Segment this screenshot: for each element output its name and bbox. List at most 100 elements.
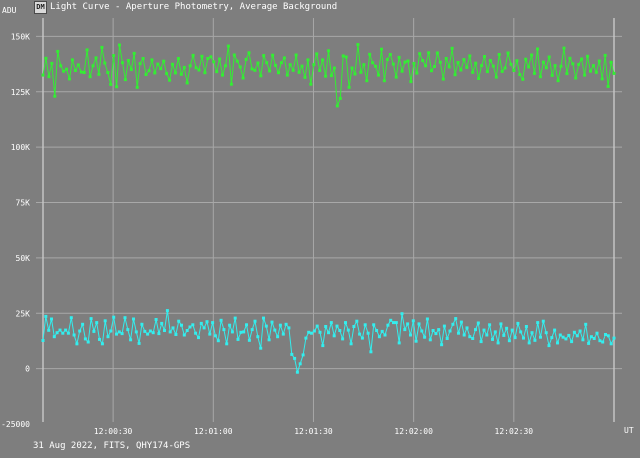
data-point [612, 71, 616, 75]
data-point [109, 329, 113, 333]
axes [42, 18, 615, 422]
data-point [409, 333, 412, 337]
data-point [434, 332, 438, 336]
data-point [271, 53, 275, 57]
x-tick-label: 12:01:00 [194, 427, 233, 436]
data-point [575, 334, 579, 338]
data-point [106, 71, 110, 74]
data-point [185, 329, 189, 332]
data-point [213, 334, 217, 338]
data-point [437, 328, 441, 332]
data-point [329, 74, 333, 78]
x-tick-label: 12:02:00 [394, 427, 433, 436]
data-point [559, 64, 563, 68]
data-point [70, 58, 74, 62]
data-point [476, 321, 480, 325]
data-point [527, 341, 531, 345]
data-point [290, 352, 294, 356]
data-point [338, 329, 342, 332]
data-point [300, 64, 304, 68]
data-point [132, 317, 135, 321]
data-point [244, 57, 248, 61]
data-point [598, 339, 602, 343]
data-point [459, 320, 463, 324]
data-point [47, 328, 51, 332]
data-point [609, 60, 613, 64]
data-point [47, 75, 51, 79]
data-point [144, 73, 148, 76]
data-point [418, 52, 422, 56]
data-point [216, 339, 220, 343]
y-axis-label: ADU [2, 6, 17, 15]
data-point [94, 56, 98, 60]
data-point [321, 58, 325, 62]
data-point [56, 49, 60, 53]
data-point [115, 332, 118, 336]
data-point [365, 79, 369, 83]
data-point [78, 329, 82, 333]
data-point [415, 71, 419, 75]
data-point [536, 321, 540, 325]
data-point [106, 335, 110, 339]
data-point [73, 69, 77, 72]
data-point [120, 332, 124, 336]
data-point [224, 64, 227, 68]
data-point [428, 338, 432, 342]
data-point [459, 68, 463, 72]
data-point [253, 319, 257, 323]
data-point [497, 53, 501, 56]
data-point [281, 332, 285, 336]
data-point [163, 329, 166, 332]
data-point [88, 75, 92, 79]
data-point [44, 56, 48, 60]
data-point [295, 370, 299, 374]
data-point [235, 59, 239, 63]
data-point [550, 73, 554, 77]
data-point [356, 43, 360, 47]
data-point [156, 62, 160, 66]
data-point [228, 323, 232, 327]
data-point [256, 61, 260, 65]
data-point [450, 46, 454, 50]
data-point [115, 85, 119, 89]
data-point [185, 81, 189, 85]
data-point [564, 337, 568, 341]
data-point [360, 336, 364, 340]
data-point [233, 316, 237, 320]
data-point [547, 344, 551, 348]
data-point [600, 77, 604, 81]
data-point [126, 59, 130, 62]
data-point [503, 66, 507, 70]
data-point [129, 68, 133, 72]
data-point [262, 316, 265, 320]
data-point [174, 333, 178, 336]
data-point [264, 324, 268, 328]
data-point [230, 330, 234, 334]
data-point [403, 60, 407, 64]
data-point [524, 325, 528, 328]
data-point [567, 333, 571, 337]
data-point [403, 328, 407, 332]
data-point [513, 336, 517, 340]
data-point [397, 341, 401, 345]
data-point [81, 322, 85, 326]
data-point [168, 330, 172, 334]
x-tick-label: 12:00:30 [94, 427, 133, 436]
data-point [66, 331, 70, 335]
data-point [197, 336, 200, 340]
data-point [601, 340, 605, 344]
data-point [285, 73, 289, 77]
data-point [578, 329, 582, 333]
data-point [212, 60, 216, 64]
data-point [547, 55, 551, 59]
data-point [541, 60, 545, 64]
app-logo-icon[interactable]: DM [34, 1, 47, 14]
data-point [347, 85, 351, 89]
data-point [589, 335, 593, 339]
data-point [352, 325, 356, 328]
data-point [148, 329, 152, 333]
data-point [468, 54, 472, 58]
data-point [400, 312, 404, 316]
series-2 [41, 309, 616, 375]
data-point [332, 334, 336, 338]
